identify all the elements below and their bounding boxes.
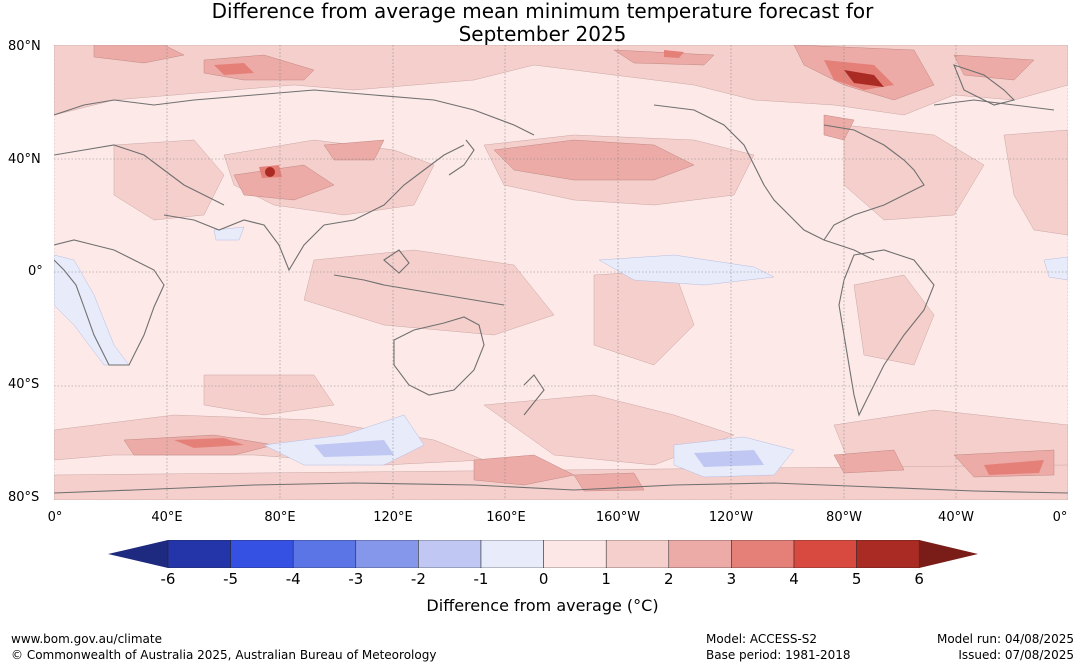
colorbar-tick-label: -6 bbox=[160, 570, 176, 588]
coastlines bbox=[54, 64, 1068, 494]
footer-model-info: Model: ACCESS-S2 Base period: 1981-2018 bbox=[706, 631, 851, 663]
anomaly-shading-extreme bbox=[265, 70, 884, 177]
footer-model-run: Model run: 04/08/2025 bbox=[936, 632, 1074, 646]
footer-left: www.bom.gov.au/climate © Commonwealth of… bbox=[11, 631, 436, 663]
lon-label-40w: 40°W bbox=[938, 510, 974, 525]
colorbar-tick-label: 1 bbox=[601, 570, 611, 588]
footer-issued: Issued: 07/08/2025 bbox=[958, 648, 1074, 662]
colorbar-tick-label: -4 bbox=[285, 570, 301, 588]
lat-label-40n: 40°N bbox=[8, 152, 41, 167]
lon-label-120w: 120°W bbox=[708, 510, 754, 525]
lat-label-40s: 40°S bbox=[8, 377, 40, 392]
colorbar-bin bbox=[856, 540, 920, 568]
colorbar-bin bbox=[793, 540, 857, 568]
footer-copyright: © Commonwealth of Australia 2025, Austra… bbox=[11, 648, 437, 662]
lat-label-80n: 80°N bbox=[8, 39, 41, 54]
colorbar-tick-label: 0 bbox=[538, 570, 549, 588]
footer-base-period: Base period: 1981-2018 bbox=[706, 648, 851, 662]
colorbar-bin bbox=[480, 540, 544, 568]
colorbar-tick-label: 5 bbox=[851, 570, 862, 588]
colorbar-tick-label: 6 bbox=[914, 570, 924, 588]
colorbar-bin bbox=[418, 540, 482, 568]
colorbar-bin bbox=[230, 540, 294, 568]
lon-label-80w: 80°W bbox=[826, 510, 862, 525]
footer-url: www.bom.gov.au/climate bbox=[11, 632, 162, 646]
lat-label-80s: 80°S bbox=[8, 490, 40, 505]
graticule bbox=[54, 45, 1068, 500]
colorbar-bin bbox=[292, 540, 357, 568]
anomaly-map bbox=[54, 45, 1068, 500]
lon-label-160e: 160°E bbox=[486, 510, 526, 525]
colorbar-bin bbox=[543, 540, 607, 568]
title-line-1: Difference from average mean minimum tem… bbox=[211, 0, 874, 23]
lon-label-160w: 160°W bbox=[595, 510, 641, 525]
colorbar-bin bbox=[167, 540, 231, 568]
colorbar-label: Difference from average (°C) bbox=[426, 596, 659, 615]
colorbar-bin bbox=[668, 540, 732, 568]
title-line-2: September 2025 bbox=[458, 22, 627, 46]
colorbar-bin bbox=[731, 540, 795, 568]
footer-dates: Model run: 04/08/2025 Issued: 07/08/2025 bbox=[937, 631, 1074, 663]
colorbar bbox=[108, 540, 978, 568]
anomaly-shading-cool-medium bbox=[314, 440, 764, 467]
colorbar-tick-label: 2 bbox=[664, 570, 674, 588]
lat-label-0: 0° bbox=[28, 264, 43, 279]
colorbar-extend-high bbox=[919, 540, 978, 568]
lon-label-0-right: 0° bbox=[1052, 510, 1068, 525]
lon-label-80e: 80°E bbox=[264, 510, 296, 525]
colorbar-extend-low bbox=[108, 540, 168, 568]
lon-label-120e: 120°E bbox=[373, 510, 413, 525]
lon-label-40e: 40°E bbox=[151, 510, 183, 525]
colorbar-tick-label: -3 bbox=[348, 570, 364, 588]
colorbar-tick-label: 4 bbox=[789, 570, 799, 588]
lon-label-0-left: 0° bbox=[47, 510, 63, 525]
colorbar-tick-label: -2 bbox=[410, 570, 426, 588]
colorbar-bin bbox=[605, 540, 670, 568]
colorbar-tick-label: -5 bbox=[223, 570, 239, 588]
colorbar-tick-label: -1 bbox=[473, 570, 489, 588]
colorbar-tick-label: 3 bbox=[726, 570, 737, 588]
footer-model: Model: ACCESS-S2 bbox=[706, 632, 818, 646]
chart-title: Difference from average mean minimum tem… bbox=[0, 0, 1085, 46]
colorbar-bin bbox=[355, 540, 419, 568]
